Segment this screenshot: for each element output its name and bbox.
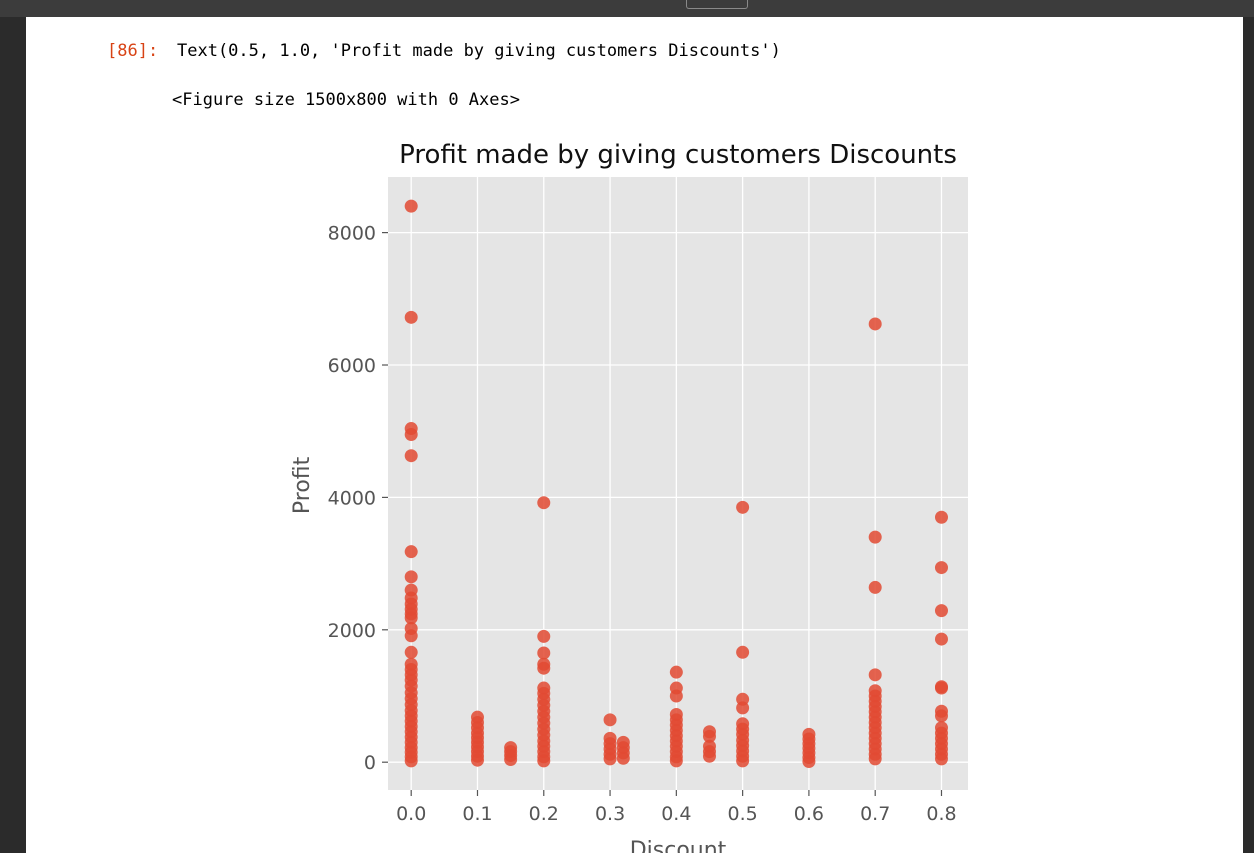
data-point	[616, 751, 630, 765]
data-points	[404, 199, 948, 769]
y-axis-label: Profit	[290, 456, 315, 514]
data-point	[404, 428, 418, 442]
data-point	[868, 580, 882, 594]
data-point	[736, 645, 750, 659]
output-prompt: [86]:	[107, 41, 159, 61]
window-top-bar: ‾ ‾ ‾ ‾ ‾ ‾ ‾ ‾ ‾ ‾	[0, 0, 1254, 17]
data-point	[404, 199, 418, 213]
data-point	[934, 752, 948, 766]
x-axis-label: Discount	[630, 838, 727, 853]
x-tick-label: 0.1	[462, 803, 492, 825]
figure-size-text: <Figure size 1500x800 with 0 Axes>	[172, 90, 520, 110]
data-point	[404, 310, 418, 324]
scatter-chart: 0.0 0.1 0.2 0.3 0.4 0.5 0.6 0.7 0.8 0 2000 4000 6000…	[290, 140, 968, 853]
data-point	[404, 545, 418, 559]
data-point	[802, 755, 816, 769]
data-point	[934, 561, 948, 575]
data-point	[404, 449, 418, 463]
data-point	[504, 753, 518, 767]
x-tick-label: 0.7	[860, 803, 890, 825]
data-point	[470, 753, 484, 767]
data-point	[669, 754, 683, 768]
data-point	[537, 496, 551, 510]
y-tick-label: 4000	[328, 487, 376, 509]
data-point	[736, 754, 750, 768]
x-tick-label: 0.8	[926, 803, 956, 825]
data-point	[404, 754, 418, 768]
data-point	[404, 611, 418, 625]
axes: 0.0 0.1 0.2 0.3 0.4 0.5 0.6 0.7 0.8 0 2000 4000 6000…	[328, 223, 957, 825]
collapse-tab-button[interactable]	[686, 0, 748, 9]
data-point	[702, 749, 716, 763]
data-point	[404, 570, 418, 584]
chart-title: Profit made by giving customers Discount…	[399, 140, 957, 170]
x-tick-label: 0.0	[396, 803, 426, 825]
data-point	[934, 632, 948, 646]
data-point	[934, 709, 948, 723]
y-tick-label: 0	[364, 752, 376, 774]
data-point	[868, 530, 882, 544]
data-point	[603, 713, 617, 727]
x-tick-label: 0.6	[794, 803, 824, 825]
data-point	[404, 645, 418, 659]
x-tick-label: 0.3	[595, 803, 625, 825]
y-tick-label: 6000	[328, 355, 376, 377]
output-text: Text(0.5, 1.0, 'Profit made by giving cu…	[177, 41, 781, 61]
data-point	[736, 701, 750, 715]
data-point	[934, 681, 948, 695]
clipped-code-line: ‾ ‾ ‾ ‾ ‾ ‾ ‾ ‾ ‾ ‾	[240, 0, 450, 6]
right-scrollbar-gutter[interactable]	[1243, 17, 1254, 853]
y-tick-label: 8000	[328, 223, 376, 245]
data-point	[537, 661, 551, 675]
data-point	[404, 629, 418, 643]
data-point	[702, 729, 716, 743]
left-gutter	[0, 17, 26, 853]
data-point	[603, 752, 617, 766]
y-tick-label: 2000	[328, 620, 376, 642]
data-point	[537, 646, 551, 660]
x-tick-label: 0.2	[529, 803, 559, 825]
notebook-cell-output: [86]: Text(0.5, 1.0, 'Profit made by giv…	[26, 17, 1243, 853]
data-point	[868, 752, 882, 766]
x-tick-label: 0.4	[661, 803, 691, 825]
data-point	[868, 668, 882, 682]
x-tick-label: 0.5	[728, 803, 758, 825]
data-point	[934, 604, 948, 618]
data-point	[669, 689, 683, 703]
data-point	[669, 665, 683, 679]
data-point	[537, 754, 551, 768]
data-point	[868, 317, 882, 331]
data-point	[736, 500, 750, 514]
data-point	[537, 629, 551, 643]
data-point	[934, 510, 948, 524]
